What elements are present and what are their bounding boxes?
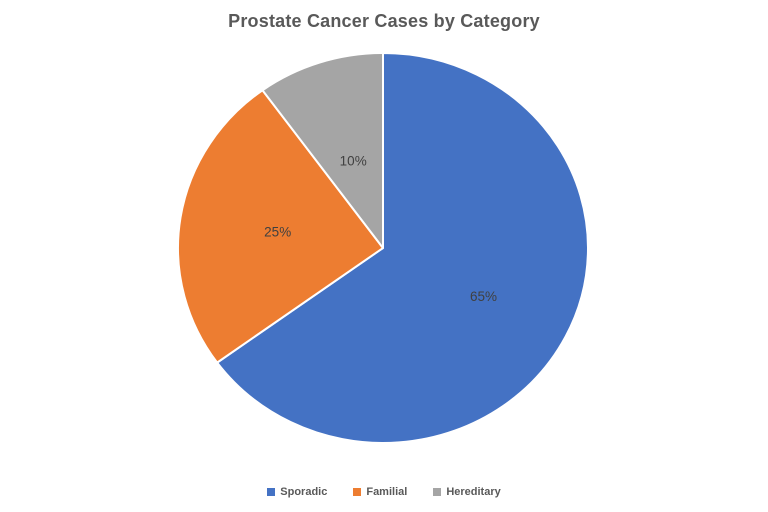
legend-swatch-hereditary xyxy=(433,488,442,496)
legend-item-hereditary: Hereditary xyxy=(433,486,501,498)
pie-slice-hereditary xyxy=(261,52,384,249)
chart-title: Prostate Cancer Cases by Category xyxy=(228,11,540,31)
pie-slice-familial xyxy=(177,89,384,364)
legend: Sporadic Familial Hereditary xyxy=(0,486,768,498)
slice-label-hereditary: 10% xyxy=(340,153,367,168)
legend-item-sporadic: Sporadic xyxy=(267,486,327,498)
legend-label-familial: Familial xyxy=(366,486,408,498)
pie-slice-sporadic xyxy=(216,52,589,444)
legend-label-hereditary: Hereditary xyxy=(446,486,501,498)
slice-label-sporadic: 65% xyxy=(470,289,497,304)
legend-swatch-familial xyxy=(353,488,362,496)
legend-label-sporadic: Sporadic xyxy=(280,486,328,498)
legend-swatch-sporadic xyxy=(267,488,276,496)
slice-label-familial: 25% xyxy=(264,225,291,240)
legend-item-familial: Familial xyxy=(353,486,407,498)
